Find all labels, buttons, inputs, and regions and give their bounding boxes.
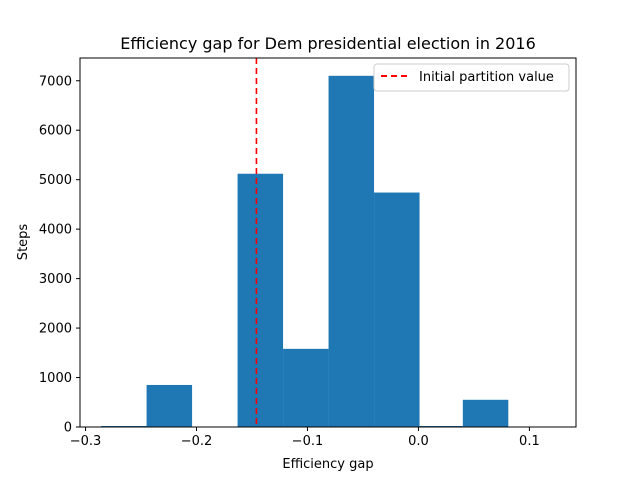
histogram-bar-1 bbox=[146, 384, 193, 427]
y-tick-label-1: 1000 bbox=[39, 371, 72, 386]
y-axis-label: Steps bbox=[16, 224, 31, 261]
y-tick-label-6: 6000 bbox=[39, 124, 72, 139]
legend-box bbox=[373, 63, 570, 92]
y-axis-ticks: 0 1000 2000 3000 4000 5000 6000 7000 bbox=[39, 74, 80, 436]
histogram-bar-6 bbox=[374, 192, 420, 427]
y-tick-label-4: 4000 bbox=[39, 223, 72, 238]
legend: Initial partition value bbox=[373, 63, 570, 92]
chart-title: Efficiency gap for Dem presidential elec… bbox=[120, 34, 536, 53]
plot-frame bbox=[79, 57, 577, 428]
histogram-bar-8 bbox=[462, 399, 509, 427]
x-tick-label-3: 0.0 bbox=[408, 434, 429, 449]
x-tick-label-2: −0.1 bbox=[292, 434, 324, 449]
y-tick-label-5: 5000 bbox=[39, 173, 72, 188]
histogram-bar-4 bbox=[283, 348, 329, 427]
x-tick-label-1: −0.2 bbox=[181, 434, 213, 449]
x-tick-label-0: −0.3 bbox=[70, 434, 102, 449]
bars-group bbox=[101, 75, 509, 427]
x-tick-label-4: 0.1 bbox=[519, 434, 540, 449]
y-tick-label-2: 2000 bbox=[39, 322, 72, 337]
y-tick-label-3: 3000 bbox=[39, 272, 72, 287]
histogram-bar-3 bbox=[237, 173, 284, 427]
histogram-bar-5 bbox=[328, 75, 375, 427]
x-axis-label: Efficiency gap bbox=[282, 457, 373, 472]
x-axis-ticks: −0.3 −0.2 −0.1 0.0 0.1 bbox=[70, 427, 540, 449]
y-tick-label-7: 7000 bbox=[39, 74, 72, 89]
legend-entry-label: Initial partition value bbox=[419, 70, 554, 85]
y-tick-label-0: 0 bbox=[64, 421, 72, 436]
